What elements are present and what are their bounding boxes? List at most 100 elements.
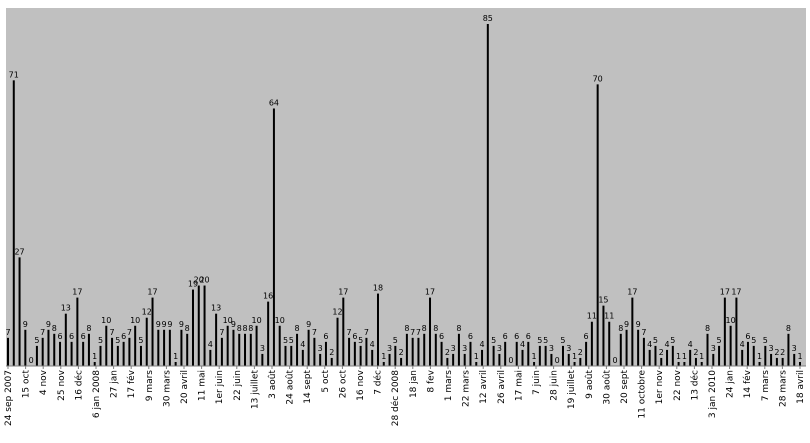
bar	[301, 349, 304, 366]
bar	[527, 341, 530, 366]
bar-value-label: 17	[147, 288, 157, 297]
bar-value-label: 1	[572, 352, 577, 361]
x-tick-label: 22 mars	[462, 370, 472, 407]
x-tick-label: 15 oct	[22, 370, 32, 399]
bar-value-label: 4	[300, 340, 305, 349]
bar-value-label: 2	[659, 348, 664, 357]
bar-value-label: 20	[194, 276, 204, 285]
bar-value-label: 7	[641, 328, 646, 337]
x-tick-label: 24 jan	[726, 370, 736, 398]
bar-value-label: 6	[745, 332, 750, 341]
bar	[573, 361, 576, 366]
bar-value-label: 8	[86, 324, 91, 333]
bar	[365, 337, 368, 366]
bar	[434, 333, 437, 366]
bar	[307, 329, 310, 366]
plot-area	[6, 8, 806, 366]
x-tick-label: 7 juin	[532, 370, 542, 395]
bar	[400, 357, 403, 366]
bar	[197, 285, 200, 366]
bar-value-label: 13	[61, 304, 71, 313]
bar	[116, 345, 119, 366]
bar-value-label: 5	[34, 336, 39, 345]
bar	[706, 333, 709, 366]
bar-value-label: 3	[711, 344, 716, 353]
bar-value-label: 6	[121, 332, 126, 341]
bar	[550, 353, 553, 366]
bar	[290, 345, 293, 366]
x-tick-label: 1 mars	[444, 370, 454, 402]
bar	[53, 333, 56, 366]
bar	[735, 297, 738, 366]
bar-value-label: 2	[329, 348, 334, 357]
bar-value-label: 3	[769, 344, 774, 353]
bar	[336, 317, 339, 366]
bar	[799, 361, 801, 366]
bar-value-label: 7	[219, 328, 224, 337]
bar-value-label: 1	[682, 352, 687, 361]
bar-value-label: 5	[653, 336, 658, 345]
bar-value-label: 5	[138, 336, 143, 345]
bar	[457, 333, 460, 366]
bar-value-label: 8	[786, 324, 791, 333]
bar-value-label: 0	[508, 356, 513, 365]
bar	[64, 313, 67, 366]
x-tick-label: 16 nov	[356, 369, 366, 401]
bar	[296, 333, 299, 366]
bar	[631, 297, 634, 366]
bar-value-label: 6	[323, 332, 328, 341]
bar	[139, 345, 142, 366]
x-tick-label: 30 mars	[162, 370, 172, 407]
bar-value-label: 8	[705, 324, 710, 333]
bar	[498, 353, 501, 366]
bar-value-label: 8	[248, 324, 253, 333]
bar	[12, 80, 15, 366]
bar	[746, 341, 749, 366]
bar-value-label: 17	[720, 288, 730, 297]
bar-value-label: 1	[532, 352, 537, 361]
bar	[481, 349, 484, 366]
bar-value-label: 1	[676, 352, 681, 361]
bar-value-label: 5	[98, 336, 103, 345]
bar	[619, 333, 622, 366]
bar	[787, 333, 790, 366]
bar-value-label: 8	[422, 324, 427, 333]
bar	[174, 361, 177, 366]
bar-value-label: 1	[381, 352, 386, 361]
bar	[220, 337, 223, 366]
bar	[157, 329, 160, 366]
x-tick-label: 26 avril	[497, 370, 507, 404]
bar	[429, 297, 432, 366]
bar-value-label: 4	[740, 340, 745, 349]
bar	[446, 357, 449, 366]
x-tick-labels-group: 24 sep 2007 15 oct 4 nov 25 nov 16 déc 6 jan …	[4, 369, 806, 426]
bar	[180, 329, 183, 366]
bar	[775, 357, 778, 366]
bar-value-label: 6	[69, 332, 74, 341]
bar-value-label: 10	[275, 316, 285, 325]
x-tick-label: 18 avril	[796, 370, 806, 404]
bar-value-label: 7	[347, 328, 352, 337]
bar	[99, 345, 102, 366]
bar-value-label: 2	[693, 348, 698, 357]
bar	[342, 297, 345, 366]
bar-value-label: 5	[283, 336, 288, 345]
bar-value-label: 17	[731, 288, 741, 297]
bar-value-label: 12	[332, 308, 342, 317]
bar	[249, 333, 252, 366]
bar-value-label: 18	[373, 284, 383, 293]
bar	[394, 345, 397, 366]
bar-value-label: 17	[338, 288, 348, 297]
bar-value-label: 1	[699, 352, 704, 361]
bar	[41, 337, 44, 366]
bar-value-label: 5	[491, 336, 496, 345]
bar	[579, 357, 582, 366]
bar	[521, 349, 524, 366]
bar	[145, 317, 148, 366]
bar	[330, 357, 333, 366]
x-tick-label: 11 octobre	[638, 370, 648, 419]
bar	[134, 325, 137, 366]
bar-value-label: 27	[14, 247, 24, 256]
